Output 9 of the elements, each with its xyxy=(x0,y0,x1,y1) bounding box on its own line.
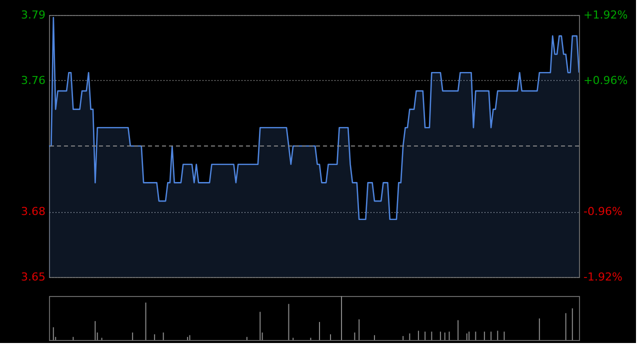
y2-tick-label: +0.96% xyxy=(584,74,628,87)
y-tick-label: 3.79 xyxy=(21,8,46,22)
y2-tick-label: +1.92% xyxy=(584,8,628,22)
y-tick-label: 3.76 xyxy=(21,74,46,87)
y-tick-label: 3.68 xyxy=(21,205,46,218)
line-series xyxy=(49,16,579,220)
y-tick-label: 3.65 xyxy=(21,270,46,284)
y2-tick-label: -1.92% xyxy=(584,270,622,284)
y2-tick-label: -0.96% xyxy=(584,205,622,218)
